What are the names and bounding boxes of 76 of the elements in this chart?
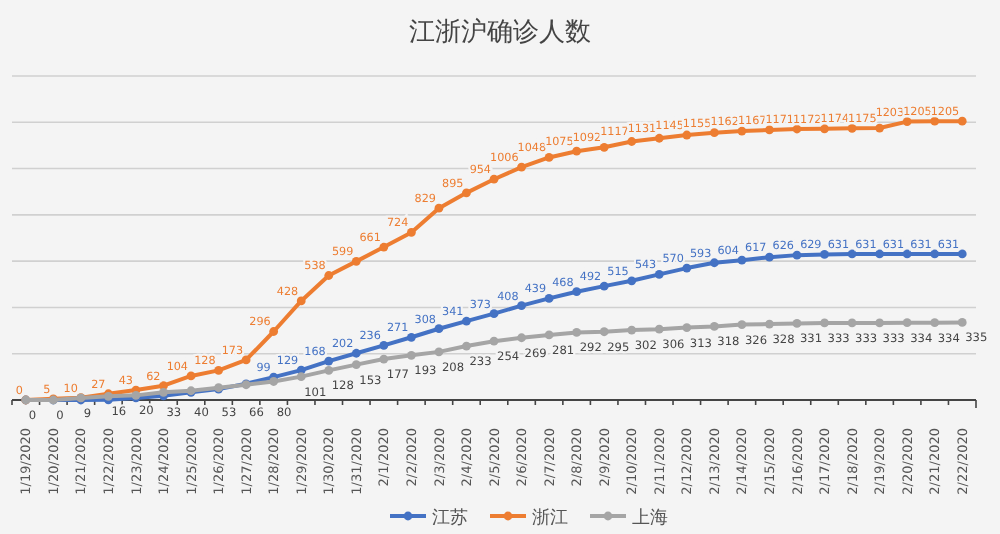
point xyxy=(572,287,582,297)
point xyxy=(517,301,526,310)
point xyxy=(296,372,306,382)
point xyxy=(462,341,471,351)
point xyxy=(765,319,774,329)
point xyxy=(682,263,692,273)
point xyxy=(544,330,554,340)
point xyxy=(434,347,444,357)
point xyxy=(682,130,692,140)
point xyxy=(489,309,499,319)
point xyxy=(599,281,609,291)
point xyxy=(737,126,747,136)
point xyxy=(462,188,471,198)
legend-label: 浙江 xyxy=(532,507,568,529)
point xyxy=(406,350,416,360)
point xyxy=(544,294,554,303)
point xyxy=(489,174,499,184)
point xyxy=(654,133,664,143)
point xyxy=(186,371,196,381)
point xyxy=(379,354,389,364)
chart-title: 江浙沪确诊人数 xyxy=(409,16,591,48)
point xyxy=(406,332,416,342)
point xyxy=(765,125,774,135)
point xyxy=(544,153,554,162)
legend-label: 上海 xyxy=(632,507,668,529)
point xyxy=(324,356,334,366)
point xyxy=(462,316,471,326)
point xyxy=(572,328,582,337)
point xyxy=(792,319,802,328)
point xyxy=(820,250,829,259)
point xyxy=(930,318,940,328)
point xyxy=(241,355,251,365)
point xyxy=(517,162,526,172)
point xyxy=(269,377,279,386)
point xyxy=(957,116,967,126)
point xyxy=(765,252,774,262)
point xyxy=(351,348,361,358)
point xyxy=(269,327,279,336)
point xyxy=(875,123,884,133)
point xyxy=(957,318,967,327)
point xyxy=(654,324,664,334)
point xyxy=(296,296,306,306)
point xyxy=(517,333,526,343)
point xyxy=(627,137,637,146)
point xyxy=(737,255,747,265)
point xyxy=(709,322,719,331)
point xyxy=(627,325,637,335)
point xyxy=(875,249,884,259)
point xyxy=(875,318,884,328)
point xyxy=(351,256,361,266)
point xyxy=(434,203,444,213)
point xyxy=(489,336,499,346)
point xyxy=(324,365,334,375)
point xyxy=(599,142,609,152)
point xyxy=(324,271,334,280)
point xyxy=(351,360,361,369)
point xyxy=(902,117,912,126)
point xyxy=(654,269,664,279)
point xyxy=(379,340,389,350)
point xyxy=(902,318,912,328)
point xyxy=(682,323,692,332)
point xyxy=(820,318,829,328)
legend-label: 江苏 xyxy=(432,507,468,529)
point xyxy=(737,320,747,329)
point xyxy=(957,249,967,259)
point xyxy=(709,258,719,268)
point xyxy=(847,318,857,328)
point xyxy=(599,327,609,337)
point xyxy=(709,128,719,138)
point xyxy=(627,276,637,286)
point xyxy=(214,365,223,375)
point xyxy=(434,324,444,334)
point xyxy=(572,146,582,156)
point xyxy=(792,250,802,260)
point xyxy=(406,228,416,237)
point xyxy=(820,124,829,134)
